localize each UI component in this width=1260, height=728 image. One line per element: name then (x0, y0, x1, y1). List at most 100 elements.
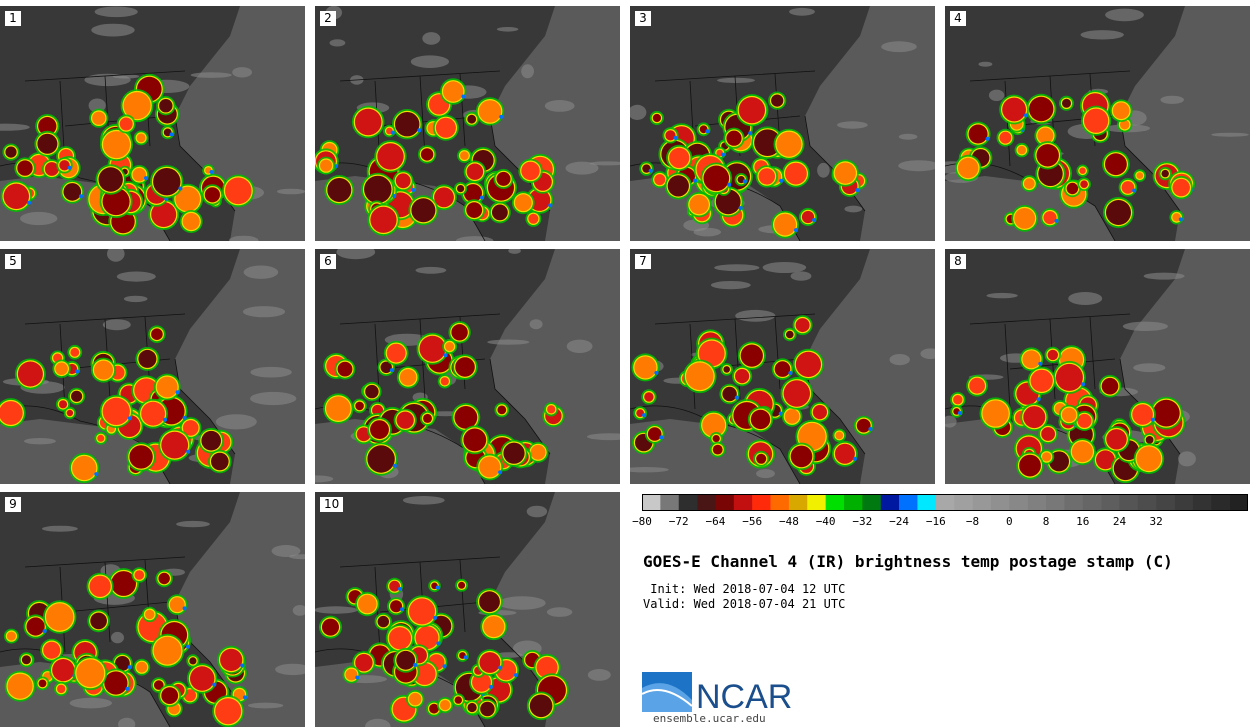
storm-cell-core (529, 694, 553, 718)
colorbar-tick-label: −16 (925, 515, 946, 528)
storm-cell-core (98, 167, 123, 192)
storm-cell-core (358, 594, 377, 614)
storm-cell-fringe (417, 128, 422, 133)
cloud-wisp (498, 596, 546, 610)
storm-cell-core (66, 409, 74, 417)
cloud-wisp (495, 652, 523, 658)
cloud-wisp (42, 525, 78, 532)
cloud-wisp (589, 161, 620, 166)
colorbar-swatch (697, 494, 716, 511)
storm-cell-core (514, 194, 532, 212)
panel-label: 7 (635, 254, 651, 269)
storm-cell-core (834, 443, 855, 464)
cloud-wisp (693, 227, 721, 237)
storm-cell-core (1096, 450, 1115, 470)
storm-cell-core (440, 700, 451, 711)
storm-cell-core (723, 366, 730, 373)
storm-cell-core (1136, 172, 1144, 179)
storm-cell-core (968, 124, 988, 144)
storm-cell-core (141, 401, 166, 426)
cloud-wisp (630, 104, 647, 120)
storm-cell-core (21, 655, 31, 665)
cloud-wisp (544, 100, 575, 112)
cloud-wisp (190, 72, 232, 78)
ir-map-image (0, 6, 305, 241)
cloud-wisp (315, 475, 334, 483)
cloud-wisp (23, 438, 56, 445)
storm-cell-core (1121, 181, 1135, 194)
ir-map-image (630, 249, 935, 484)
storm-cell-core (698, 340, 725, 367)
storm-cell-fringe (435, 585, 440, 590)
cloud-wisp (215, 414, 257, 430)
storm-cell-core (464, 184, 482, 203)
cloud-wisp (116, 271, 156, 282)
storm-cell-core (377, 615, 389, 628)
map-panel-1: 1 (0, 6, 305, 241)
cloud-wisp (1122, 321, 1168, 331)
storm-cell-core (1002, 97, 1026, 122)
colorbar-swatch (788, 494, 808, 511)
storm-cell-core (136, 133, 146, 143)
panel-label: 6 (320, 254, 336, 269)
storm-cell-core (396, 650, 416, 670)
cloud-wisp (111, 631, 124, 644)
storm-cell-fringe (855, 188, 860, 193)
cloud-wisp (292, 605, 305, 616)
storm-cell-fringe (355, 675, 360, 680)
storm-cell-fringe (705, 129, 710, 134)
colorbar-swatch (899, 494, 918, 511)
storm-cell-core (953, 395, 963, 405)
storm-cell-core (790, 445, 813, 468)
colorbar-swatch (1027, 494, 1047, 511)
cloud-wisp (487, 339, 530, 345)
map-panel-10: 10 (315, 492, 620, 727)
storm-cell-fringe (209, 170, 214, 174)
storm-cell-core (390, 600, 403, 613)
storm-cell-core (189, 657, 197, 665)
storm-cell-core (97, 434, 105, 442)
cloud-wisp (1160, 95, 1184, 104)
storm-cell-core (969, 377, 985, 394)
colorbar-swatch (1156, 494, 1175, 511)
storm-cell-fringe (788, 371, 793, 375)
storm-cell-core (233, 689, 245, 701)
storm-cell-fringe (498, 665, 503, 670)
storm-cell-core (492, 204, 508, 221)
storm-cell-core (156, 376, 178, 398)
storm-cell-core (38, 679, 47, 688)
storm-cell-core (466, 163, 484, 180)
storm-cell-core (102, 397, 130, 425)
storm-cell-core (46, 603, 74, 631)
storm-cell-core (457, 185, 465, 193)
storm-cell-core (154, 680, 164, 690)
colorbar-tick-label: −80 (632, 515, 652, 528)
cloud-wisp (228, 235, 259, 241)
storm-cell-core (458, 581, 466, 589)
cloud-wisp (529, 319, 543, 330)
storm-cell-core (1136, 446, 1162, 471)
colorbar-tick-label: −64 (705, 515, 726, 528)
storm-cell-core (104, 671, 128, 695)
colorbar (642, 494, 1248, 511)
storm-cell-fringe (673, 135, 678, 140)
storm-cell-core (111, 571, 136, 596)
panel-label: 3 (635, 11, 651, 26)
cloud-wisp (275, 663, 305, 676)
storm-cell-core (70, 347, 80, 357)
colorbar-tick-label: 32 (1149, 515, 1163, 528)
storm-cell-core (496, 171, 511, 186)
cloud-wisp (250, 391, 297, 406)
ir-map-image (0, 249, 305, 484)
storm-cell-core (5, 146, 17, 158)
storm-cell-core (115, 656, 130, 671)
storm-cell-core (138, 349, 157, 368)
cloud-wisp (521, 64, 534, 79)
storm-cell-core (17, 160, 33, 176)
storm-cell-core (1172, 213, 1181, 222)
cloud-wisp (20, 211, 58, 226)
storm-cell-core (463, 428, 487, 452)
colorbar-swatch (770, 494, 790, 511)
storm-cell-core (783, 380, 810, 407)
storm-cell-core (454, 696, 462, 704)
